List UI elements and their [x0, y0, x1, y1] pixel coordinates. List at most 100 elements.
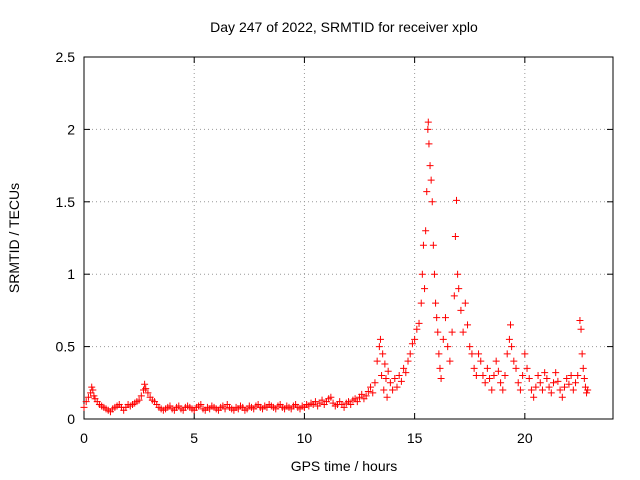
data-point [353, 398, 361, 406]
data-point [362, 392, 370, 400]
data-point [578, 350, 586, 358]
data-point [422, 227, 430, 235]
data-point [454, 270, 462, 278]
data-point [84, 393, 92, 401]
data-point [404, 357, 412, 365]
data-point [457, 306, 465, 314]
data-point [418, 270, 426, 278]
data-point [415, 319, 423, 327]
data-point [584, 386, 592, 394]
data-point [534, 372, 542, 380]
data-point [327, 393, 335, 401]
data-point [468, 350, 476, 358]
data-point [459, 328, 467, 336]
data-point [510, 357, 518, 365]
data-point [427, 176, 435, 184]
data-point [569, 386, 577, 394]
data-points [80, 118, 592, 416]
data-point [453, 196, 461, 204]
data-point [450, 292, 458, 300]
data-point [436, 364, 444, 372]
data-point [389, 386, 397, 394]
data-point [523, 364, 531, 372]
data-point [545, 383, 553, 391]
data-point [538, 386, 546, 394]
data-point [525, 374, 533, 382]
data-point [583, 389, 591, 397]
data-point [516, 386, 524, 394]
data-point [400, 364, 408, 372]
data-point [472, 372, 480, 380]
data-point [488, 386, 496, 394]
data-point [470, 364, 478, 372]
data-point [311, 398, 319, 406]
data-point [441, 314, 449, 322]
data-point [549, 379, 557, 387]
data-point [383, 393, 391, 401]
data-point [497, 379, 505, 387]
data-point [197, 401, 205, 409]
data-point [492, 357, 500, 365]
data-point [378, 372, 386, 380]
data-point [393, 383, 401, 391]
data-point [384, 367, 392, 375]
data-point [347, 401, 355, 409]
plot-frame [83, 56, 614, 420]
data-point [461, 299, 469, 307]
data-point [486, 374, 494, 382]
data-point [340, 403, 348, 411]
x-tick-label: 5 [190, 430, 198, 446]
data-point [501, 372, 509, 380]
data-point [424, 125, 432, 133]
data-point [379, 350, 387, 358]
data-point [90, 392, 98, 400]
data-point [221, 405, 229, 413]
data-point [437, 374, 445, 382]
data-point [142, 385, 150, 393]
data-point [521, 350, 529, 358]
data-point [408, 340, 416, 348]
y-tick-label: 1 [67, 266, 75, 282]
y-tick-label: 2.5 [56, 49, 76, 65]
data-point [580, 374, 588, 382]
data-point [448, 328, 456, 336]
data-point [554, 377, 562, 385]
data-point [519, 372, 527, 380]
y-tick-label: 0.5 [56, 339, 76, 355]
data-point [371, 379, 379, 387]
data-point [432, 299, 440, 307]
data-point [367, 383, 375, 391]
data-point [89, 386, 97, 394]
data-point [543, 374, 551, 382]
data-point [576, 317, 584, 325]
grid-lines [84, 57, 613, 419]
data-point [541, 369, 549, 377]
data-point [417, 299, 425, 307]
data-point [577, 325, 585, 333]
data-point [527, 386, 535, 394]
data-point [413, 325, 421, 333]
y-tick-label: 1.5 [56, 194, 76, 210]
x-tick-label: 0 [80, 430, 88, 446]
data-point [574, 372, 582, 380]
data-point [455, 285, 463, 293]
data-point [490, 372, 498, 380]
data-point [364, 387, 372, 395]
data-point [483, 364, 491, 372]
data-point [481, 379, 489, 387]
data-point [558, 393, 566, 401]
data-point [421, 285, 429, 293]
data-point [514, 379, 522, 387]
data-point [369, 389, 377, 397]
data-point [391, 374, 399, 382]
data-point [429, 241, 437, 249]
data-point [446, 357, 454, 365]
x-tick-label: 10 [297, 430, 313, 446]
data-point [80, 403, 88, 411]
data-point [565, 380, 573, 388]
data-point [567, 372, 575, 380]
data-point [563, 374, 571, 382]
data-point [477, 357, 485, 365]
data-point [373, 357, 381, 365]
